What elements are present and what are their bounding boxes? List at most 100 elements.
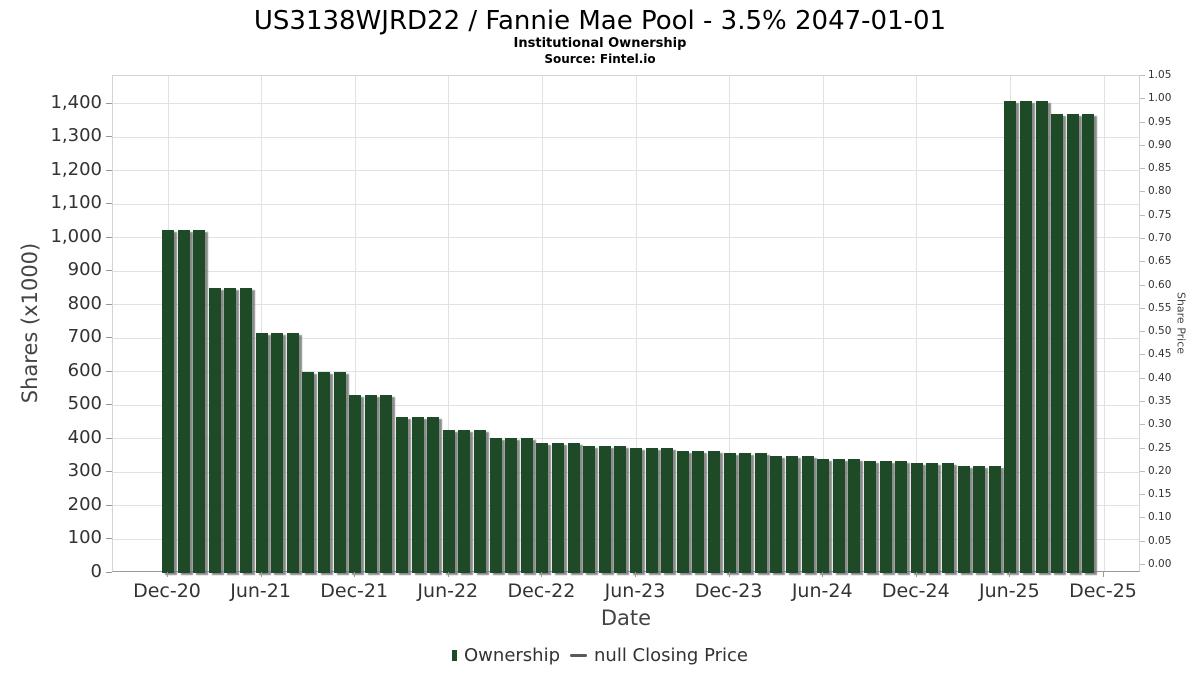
ownership-bar[interactable] [333, 371, 346, 573]
ownership-bar[interactable] [786, 456, 798, 573]
ownership-bar[interactable] [864, 461, 876, 573]
ownership-bar[interactable] [224, 287, 237, 573]
ownership-bar[interactable] [240, 287, 252, 573]
ownership-bar[interactable] [255, 333, 268, 573]
ownership-bar[interactable] [754, 453, 767, 573]
x-axis-tick [728, 572, 730, 577]
horizontal-gridline [113, 136, 1139, 138]
ownership-bar[interactable] [536, 442, 549, 573]
y-axis-left-tick-label: 200 [67, 493, 102, 515]
ownership-bar[interactable] [661, 447, 674, 573]
ownership-bar[interactable] [1082, 113, 1095, 573]
ownership-bar[interactable] [926, 463, 939, 573]
ownership-bar[interactable] [380, 395, 393, 573]
ownership-bar[interactable] [271, 333, 284, 573]
y-axis-right-tick-label: 0.15 [1148, 488, 1172, 501]
y-axis-right-tick-label: 0.80 [1148, 185, 1172, 198]
ownership-bar[interactable] [474, 429, 486, 573]
y-axis-left-tick-label: 1,100 [50, 192, 102, 214]
x-axis-tick-label: Jun-24 [791, 580, 853, 602]
y-axis-right-tick [1140, 191, 1145, 193]
x-axis-tick-label: Dec-22 [507, 580, 576, 602]
ownership-bar[interactable] [396, 416, 408, 573]
ownership-bar[interactable] [177, 230, 190, 573]
y-axis-right-tick [1140, 564, 1145, 565]
x-axis-title: Date [600, 606, 652, 630]
ownership-bar[interactable] [910, 463, 923, 573]
ownership-bar[interactable] [520, 437, 533, 573]
ownership-bar[interactable] [442, 429, 455, 573]
y-axis-right-tick-label: 1.00 [1148, 92, 1172, 105]
ownership-bar[interactable] [286, 333, 299, 573]
ownership-bar[interactable] [458, 429, 471, 573]
y-axis-left-tick-label: 1,300 [50, 125, 102, 147]
ownership-bar[interactable] [598, 445, 611, 573]
vertical-gridline [261, 76, 263, 571]
y-axis-right-tick-label: 0.30 [1148, 418, 1172, 431]
ownership-bar[interactable] [489, 437, 502, 573]
ownership-bar[interactable] [1020, 101, 1032, 573]
ownership-bar[interactable] [973, 466, 986, 573]
x-axis-tick [354, 572, 356, 577]
legend-item-closing-price[interactable]: null Closing Price [570, 645, 748, 666]
ownership-bar[interactable] [1035, 101, 1048, 573]
x-axis-tick-label: Dec-24 [881, 580, 950, 602]
x-axis-tick [260, 572, 262, 577]
legend-item-ownership[interactable]: Ownership [452, 645, 560, 666]
ownership-bar[interactable] [942, 463, 954, 573]
ownership-bar[interactable] [349, 395, 362, 573]
ownership-bar[interactable] [723, 453, 736, 573]
y-axis-left-tick [106, 337, 112, 339]
ownership-bar[interactable] [1051, 113, 1064, 573]
ownership-bar[interactable] [739, 453, 752, 573]
ownership-bar[interactable] [708, 450, 720, 573]
ownership-bar[interactable] [505, 437, 518, 573]
ownership-bar[interactable] [318, 371, 330, 573]
y-axis-right-tick-label: 0.00 [1148, 558, 1172, 570]
ownership-bar[interactable] [957, 466, 970, 573]
ownership-bar[interactable] [1004, 101, 1017, 573]
y-axis-left-tick [106, 236, 112, 238]
ownership-bar[interactable] [427, 416, 440, 573]
ownership-bar[interactable] [162, 230, 174, 573]
horizontal-gridline [113, 404, 1139, 406]
ownership-bar[interactable] [988, 466, 1001, 573]
ownership-bar[interactable] [895, 461, 908, 573]
ownership-bar[interactable] [302, 371, 315, 573]
ownership-bar[interactable] [692, 450, 705, 573]
ownership-bar[interactable] [630, 447, 642, 573]
ownership-bar[interactable] [801, 456, 814, 573]
ownership-bar[interactable] [583, 445, 596, 573]
ownership-bar[interactable] [645, 447, 658, 573]
ownership-bar[interactable] [567, 442, 580, 573]
vertical-gridline [541, 76, 543, 571]
y-axis-right-tick-label: 0.55 [1148, 301, 1172, 314]
ownership-bar[interactable] [364, 395, 377, 573]
y-axis-left-tick-label: 1,000 [50, 225, 102, 247]
ownership-bar[interactable] [552, 442, 564, 573]
ownership-bar[interactable] [817, 458, 830, 573]
ownership-bar[interactable] [770, 456, 783, 573]
x-axis-tick-label: Jun-25 [979, 580, 1040, 602]
horizontal-gridline [113, 438, 1139, 440]
ownership-bar[interactable] [1066, 113, 1079, 573]
x-axis-tick [915, 572, 917, 577]
ownership-bar[interactable] [411, 416, 424, 573]
y-axis-left-tick-label: 0 [90, 561, 102, 582]
ownership-bar[interactable] [879, 461, 892, 573]
ownership-bar[interactable] [193, 230, 206, 573]
y-axis-left-tick-label: 700 [67, 326, 102, 348]
ownership-bar[interactable] [676, 450, 689, 573]
x-axis-tick-label: Dec-23 [694, 580, 763, 602]
ownership-bar[interactable] [832, 458, 845, 573]
y-axis-right-tick-label: 0.60 [1148, 278, 1172, 291]
chart-title: US3138WJRD22 / Fannie Mae Pool - 3.5% 20… [253, 6, 947, 36]
ownership-bar[interactable] [614, 445, 627, 573]
y-axis-right-tick [1140, 540, 1145, 542]
y-axis-right-tick [1140, 168, 1145, 170]
ownership-bar[interactable] [208, 287, 221, 573]
ownership-bar[interactable] [848, 458, 861, 573]
x-axis-tick [541, 572, 543, 577]
x-axis-tick [822, 572, 824, 577]
y-axis-left-tick-label: 400 [67, 426, 102, 448]
